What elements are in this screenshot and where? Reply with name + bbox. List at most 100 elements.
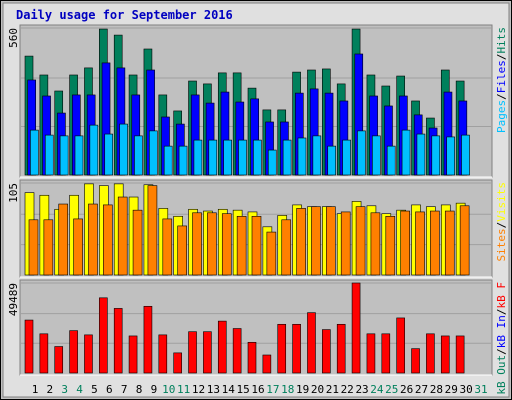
bar	[103, 204, 113, 276]
bar	[411, 348, 420, 374]
bar	[370, 212, 381, 276]
bar	[461, 134, 470, 176]
bar	[149, 130, 158, 176]
bar	[173, 352, 182, 374]
bar	[128, 335, 138, 374]
bar	[311, 206, 321, 276]
bar	[322, 329, 331, 374]
bar	[221, 213, 232, 276]
bar	[238, 139, 247, 176]
bar	[117, 196, 128, 276]
y-tick-label: 49489	[7, 283, 20, 316]
bar	[396, 317, 405, 374]
x-tick-label: 26	[400, 383, 413, 396]
bar	[88, 203, 98, 276]
legend-entry: Hits	[495, 27, 508, 54]
bar	[143, 305, 153, 374]
x-tick-label: 16	[251, 383, 264, 396]
bar	[455, 335, 465, 374]
bar	[281, 219, 292, 276]
legend-separator: /	[495, 93, 508, 100]
bar	[119, 123, 128, 176]
x-tick-label: 3	[61, 383, 68, 396]
bar	[44, 134, 54, 176]
legend-entry: kB F	[495, 282, 508, 309]
x-tick-label: 13	[207, 383, 220, 396]
bar	[440, 335, 450, 374]
x-tick-label: 20	[311, 383, 324, 396]
bar	[444, 210, 455, 276]
bar	[163, 145, 173, 176]
legend-separator: /	[495, 222, 508, 229]
bar	[69, 330, 78, 374]
bar	[99, 297, 108, 374]
bar	[385, 215, 396, 276]
bar	[232, 328, 242, 374]
bar	[113, 308, 123, 374]
bar	[262, 354, 272, 374]
x-tick-label: 9	[151, 383, 158, 396]
bar	[207, 212, 217, 276]
legend-entry: Files	[495, 60, 508, 93]
bar	[203, 331, 212, 374]
x-tick-label: 21	[326, 383, 339, 396]
bar	[158, 334, 168, 374]
bar	[178, 145, 188, 176]
bar	[267, 149, 277, 176]
bar	[104, 133, 114, 176]
legend: kB Out/kB In/kB F	[495, 282, 508, 395]
x-tick-label: 31	[474, 383, 487, 396]
bar	[223, 139, 232, 176]
bar	[162, 218, 173, 276]
legend-separator: /	[495, 348, 508, 355]
x-tick-label: 7	[121, 383, 128, 396]
bar	[217, 320, 227, 374]
bar	[39, 333, 49, 374]
bar	[357, 130, 366, 176]
bar	[59, 135, 69, 176]
x-tick-label: 5	[91, 383, 98, 396]
bar	[400, 210, 410, 276]
x-tick-label: 18	[281, 383, 294, 396]
x-tick-label: 10	[162, 383, 175, 396]
x-tick-label: 2	[47, 383, 54, 396]
bar	[192, 212, 202, 276]
bar	[89, 124, 99, 176]
bar	[251, 215, 262, 276]
bar	[416, 133, 426, 176]
bar	[351, 282, 361, 374]
x-tick-label: 11	[177, 383, 190, 396]
bar	[277, 323, 287, 374]
bar	[134, 135, 143, 176]
bar	[74, 135, 84, 176]
bar	[381, 333, 391, 374]
x-tick-label: 23	[355, 383, 368, 396]
legend-entry: Pages	[495, 100, 508, 133]
legend-entry: Visits	[495, 182, 508, 222]
legend: Pages/Files/Hits	[495, 27, 508, 133]
bar	[43, 219, 54, 276]
bar	[30, 129, 39, 176]
legend-separator: /	[495, 54, 508, 61]
legend-entry: kB In	[495, 315, 508, 348]
bar	[54, 346, 64, 374]
bar	[446, 136, 455, 176]
x-tick-label: 8	[136, 383, 143, 396]
x-tick-label: 24	[370, 383, 384, 396]
legend-separator: /	[495, 309, 508, 316]
bar	[58, 203, 69, 276]
bar	[415, 211, 425, 276]
x-tick-label: 29	[445, 383, 458, 396]
bar	[431, 135, 441, 176]
bar	[426, 333, 435, 374]
bar	[84, 334, 93, 374]
bar	[132, 209, 143, 276]
bar	[266, 231, 277, 276]
x-tick-label: 6	[106, 383, 113, 396]
x-tick-label: 17	[266, 383, 279, 396]
bar	[24, 319, 34, 374]
bar	[297, 137, 307, 176]
bar	[193, 139, 203, 176]
bar	[355, 206, 366, 276]
bar	[386, 145, 396, 176]
